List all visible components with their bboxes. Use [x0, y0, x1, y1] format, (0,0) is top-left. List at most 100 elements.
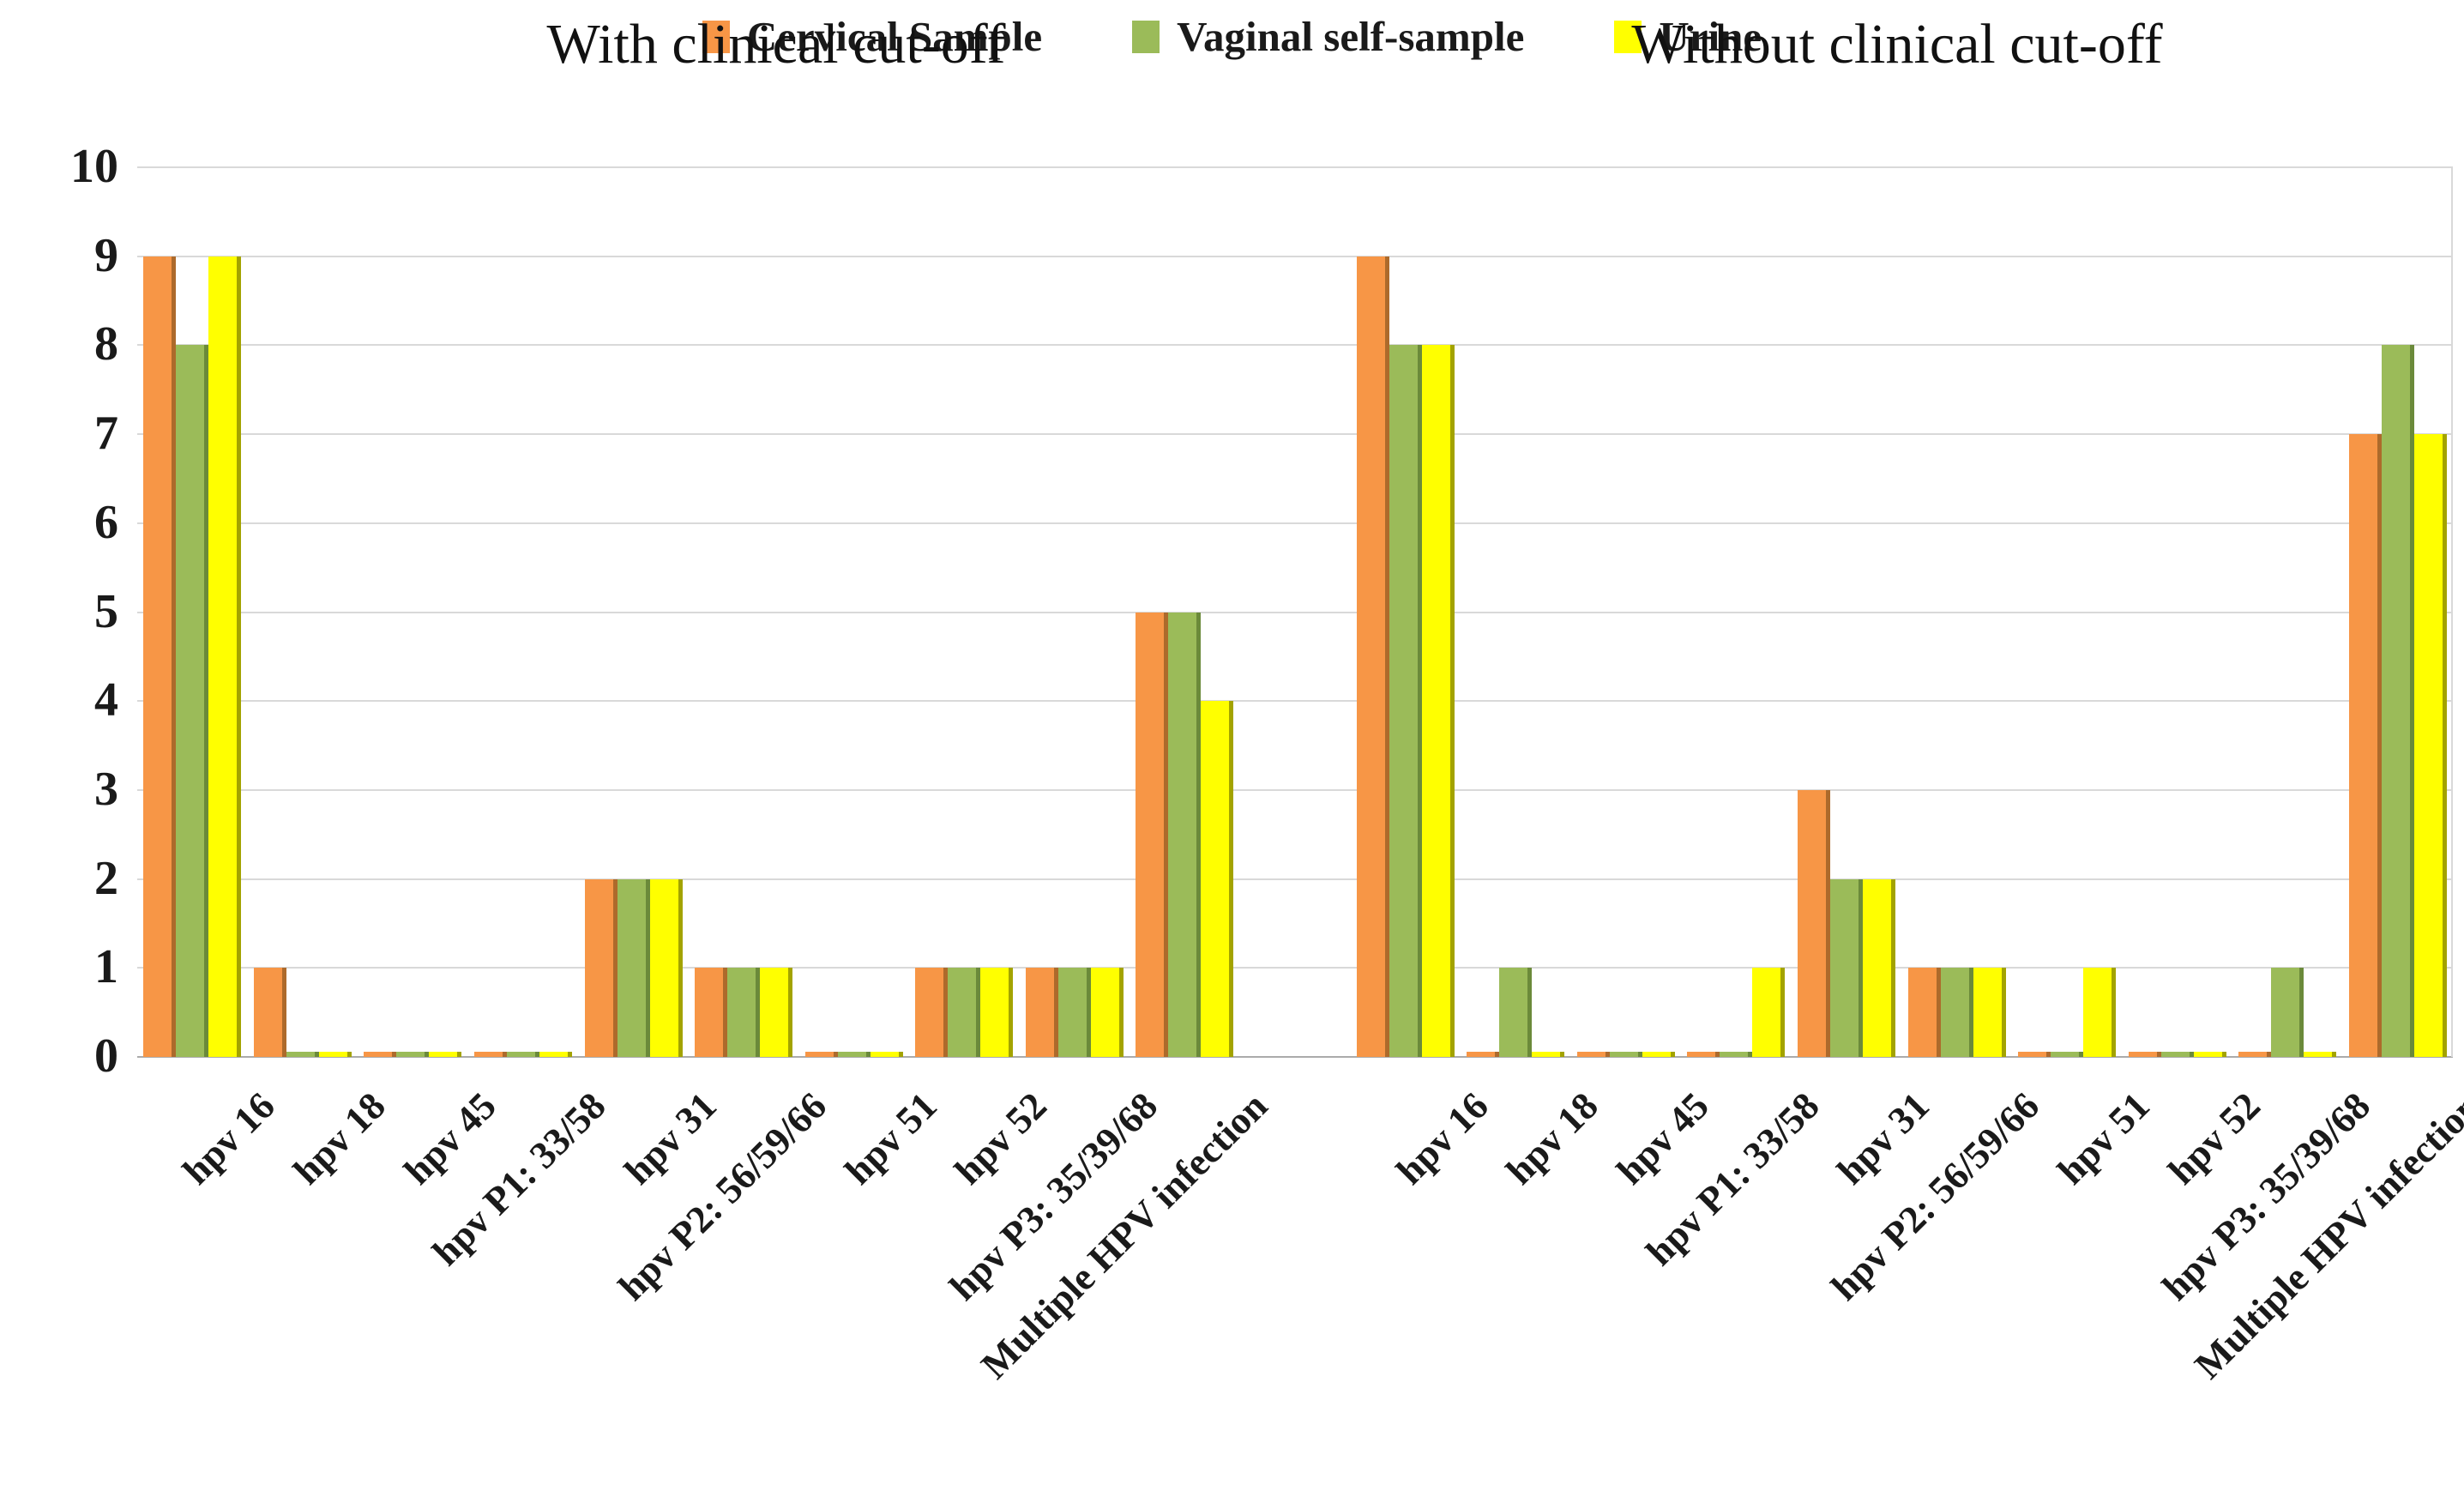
legend-item-1: Cervical Sample: [702, 12, 1042, 61]
bar-cervical-sample: [1136, 612, 1169, 1057]
legend-item-2: Vaginal self-sample: [1132, 12, 1524, 61]
gridline: [137, 433, 2453, 436]
plot-area: [137, 166, 2454, 1058]
category-slot: [578, 167, 689, 1057]
category-slot: [798, 167, 909, 1057]
bar-urine: [2193, 1052, 2226, 1057]
bar-urine: [1201, 701, 1234, 1057]
y-tick-label: 4: [94, 673, 118, 727]
bar-urine: [1752, 968, 1786, 1057]
x-category-label: hpv 45: [1608, 1083, 1717, 1193]
bar-cervical-sample: [143, 256, 177, 1057]
bar-vaginal-self-sample: [727, 968, 761, 1057]
y-tick-label: 10: [70, 140, 118, 193]
category-slot: [468, 167, 579, 1057]
bar-vaginal-self-sample: [1168, 612, 1202, 1057]
gridline: [137, 166, 2453, 168]
x-category-label: hpv P3: 35/39/68: [2154, 1083, 2379, 1309]
bar-urine: [1642, 1052, 1675, 1057]
legend-item-3: Urine: [1614, 12, 1762, 61]
category-slot: [1350, 167, 1461, 1057]
y-tick-label: 6: [94, 495, 118, 549]
bar-cervical-sample: [695, 968, 728, 1057]
bar-vaginal-self-sample: [2271, 968, 2304, 1057]
bar-cervical-sample: [1025, 968, 1058, 1057]
bar-cervical-sample: [474, 1052, 508, 1057]
y-tick-label: 5: [94, 584, 118, 638]
bar-vaginal-self-sample: [286, 1052, 319, 1057]
category-slot: [909, 167, 1020, 1057]
x-category-label: Multiple HPV infection: [973, 1083, 1276, 1387]
bar-vaginal-self-sample: [1389, 345, 1422, 1057]
category-slot: [1020, 167, 1130, 1057]
bar-cervical-sample: [1907, 968, 1941, 1057]
y-tick-label: 1: [94, 940, 118, 994]
bar-vaginal-self-sample: [507, 1052, 540, 1057]
gridline: [137, 255, 2453, 257]
category-slot: [2343, 167, 2454, 1057]
bar-cervical-sample: [1687, 1052, 1720, 1057]
gridline: [137, 344, 2453, 347]
legend: Cervical Sample Vaginal self-sample Urine: [0, 12, 2464, 61]
bar-cervical-sample: [804, 1052, 838, 1057]
bar-urine: [870, 1052, 903, 1057]
bar-urine: [318, 1052, 352, 1057]
bar-cervical-sample: [2238, 1052, 2272, 1057]
bar-urine: [1973, 968, 2006, 1057]
bar-vaginal-self-sample: [2160, 1052, 2194, 1057]
category-slot: [2012, 167, 2123, 1057]
bar-vaginal-self-sample: [1499, 968, 1533, 1057]
category-slot: [248, 167, 358, 1057]
bar-vaginal-self-sample: [176, 345, 209, 1057]
category-slot: [2122, 167, 2232, 1057]
category-slot: [1901, 167, 2012, 1057]
bar-vaginal-self-sample: [617, 878, 650, 1057]
x-category-label: hpv P1: 33/58: [1637, 1083, 1828, 1274]
bar-cervical-sample: [2128, 1052, 2161, 1057]
bar-cervical-sample: [1467, 1052, 1500, 1057]
gridline: [137, 700, 2453, 703]
legend-label: Urine: [1659, 13, 1762, 60]
bar-vaginal-self-sample: [1720, 1052, 1753, 1057]
bar-urine: [1532, 1052, 1565, 1057]
bar-urine: [539, 1052, 573, 1057]
bar-cervical-sample: [2348, 434, 2382, 1057]
bar-urine: [1862, 878, 1895, 1057]
category-slot: [1571, 167, 1682, 1057]
gridline: [137, 522, 2453, 524]
x-category-label: hpv 51: [836, 1083, 945, 1193]
bar-vaginal-self-sample: [1829, 878, 1863, 1057]
legend-swatch: [702, 20, 730, 53]
x-category-label: hpv 18: [1497, 1083, 1607, 1193]
x-category-label: hpv P1: 33/58: [425, 1083, 615, 1274]
y-tick-label: 9: [94, 228, 118, 282]
bar-urine: [649, 878, 683, 1057]
bar-cervical-sample: [915, 968, 949, 1057]
bar-vaginal-self-sample: [1057, 968, 1091, 1057]
y-tick-label: 3: [94, 762, 118, 816]
x-category-label: hpv 52: [2160, 1083, 2268, 1193]
y-tick-label: 0: [94, 1029, 118, 1083]
bar-urine: [2413, 434, 2447, 1057]
plot-right-wall: [2451, 167, 2453, 1057]
x-axis-baseline: [137, 1056, 2453, 1058]
y-tick-label: 8: [94, 317, 118, 371]
bar-urine: [2304, 1052, 2337, 1057]
x-category-label: Multiple HPV infection: [2185, 1083, 2464, 1387]
bar-vaginal-self-sample: [1940, 968, 1973, 1057]
category-slot: [1130, 167, 1240, 1057]
category-slot: [137, 167, 248, 1057]
bar-vaginal-self-sample: [837, 1052, 871, 1057]
bar-urine: [980, 968, 1014, 1057]
bar-vaginal-self-sample: [948, 968, 981, 1057]
bar-cervical-sample: [364, 1052, 397, 1057]
bar-vaginal-self-sample: [2381, 345, 2414, 1057]
group-title-without-cutoff: Without clinical cut-off: [1631, 13, 2163, 75]
bar-vaginal-self-sample: [396, 1052, 430, 1057]
gridline: [137, 967, 2453, 969]
y-tick-label: 2: [94, 851, 118, 905]
x-category-label: hpv P3: 35/39/68: [941, 1083, 1166, 1309]
x-category-label: hpv 52: [946, 1083, 1056, 1193]
x-category-label: hpv 31: [1828, 1083, 1937, 1193]
x-category-label: hpv 18: [285, 1083, 394, 1193]
